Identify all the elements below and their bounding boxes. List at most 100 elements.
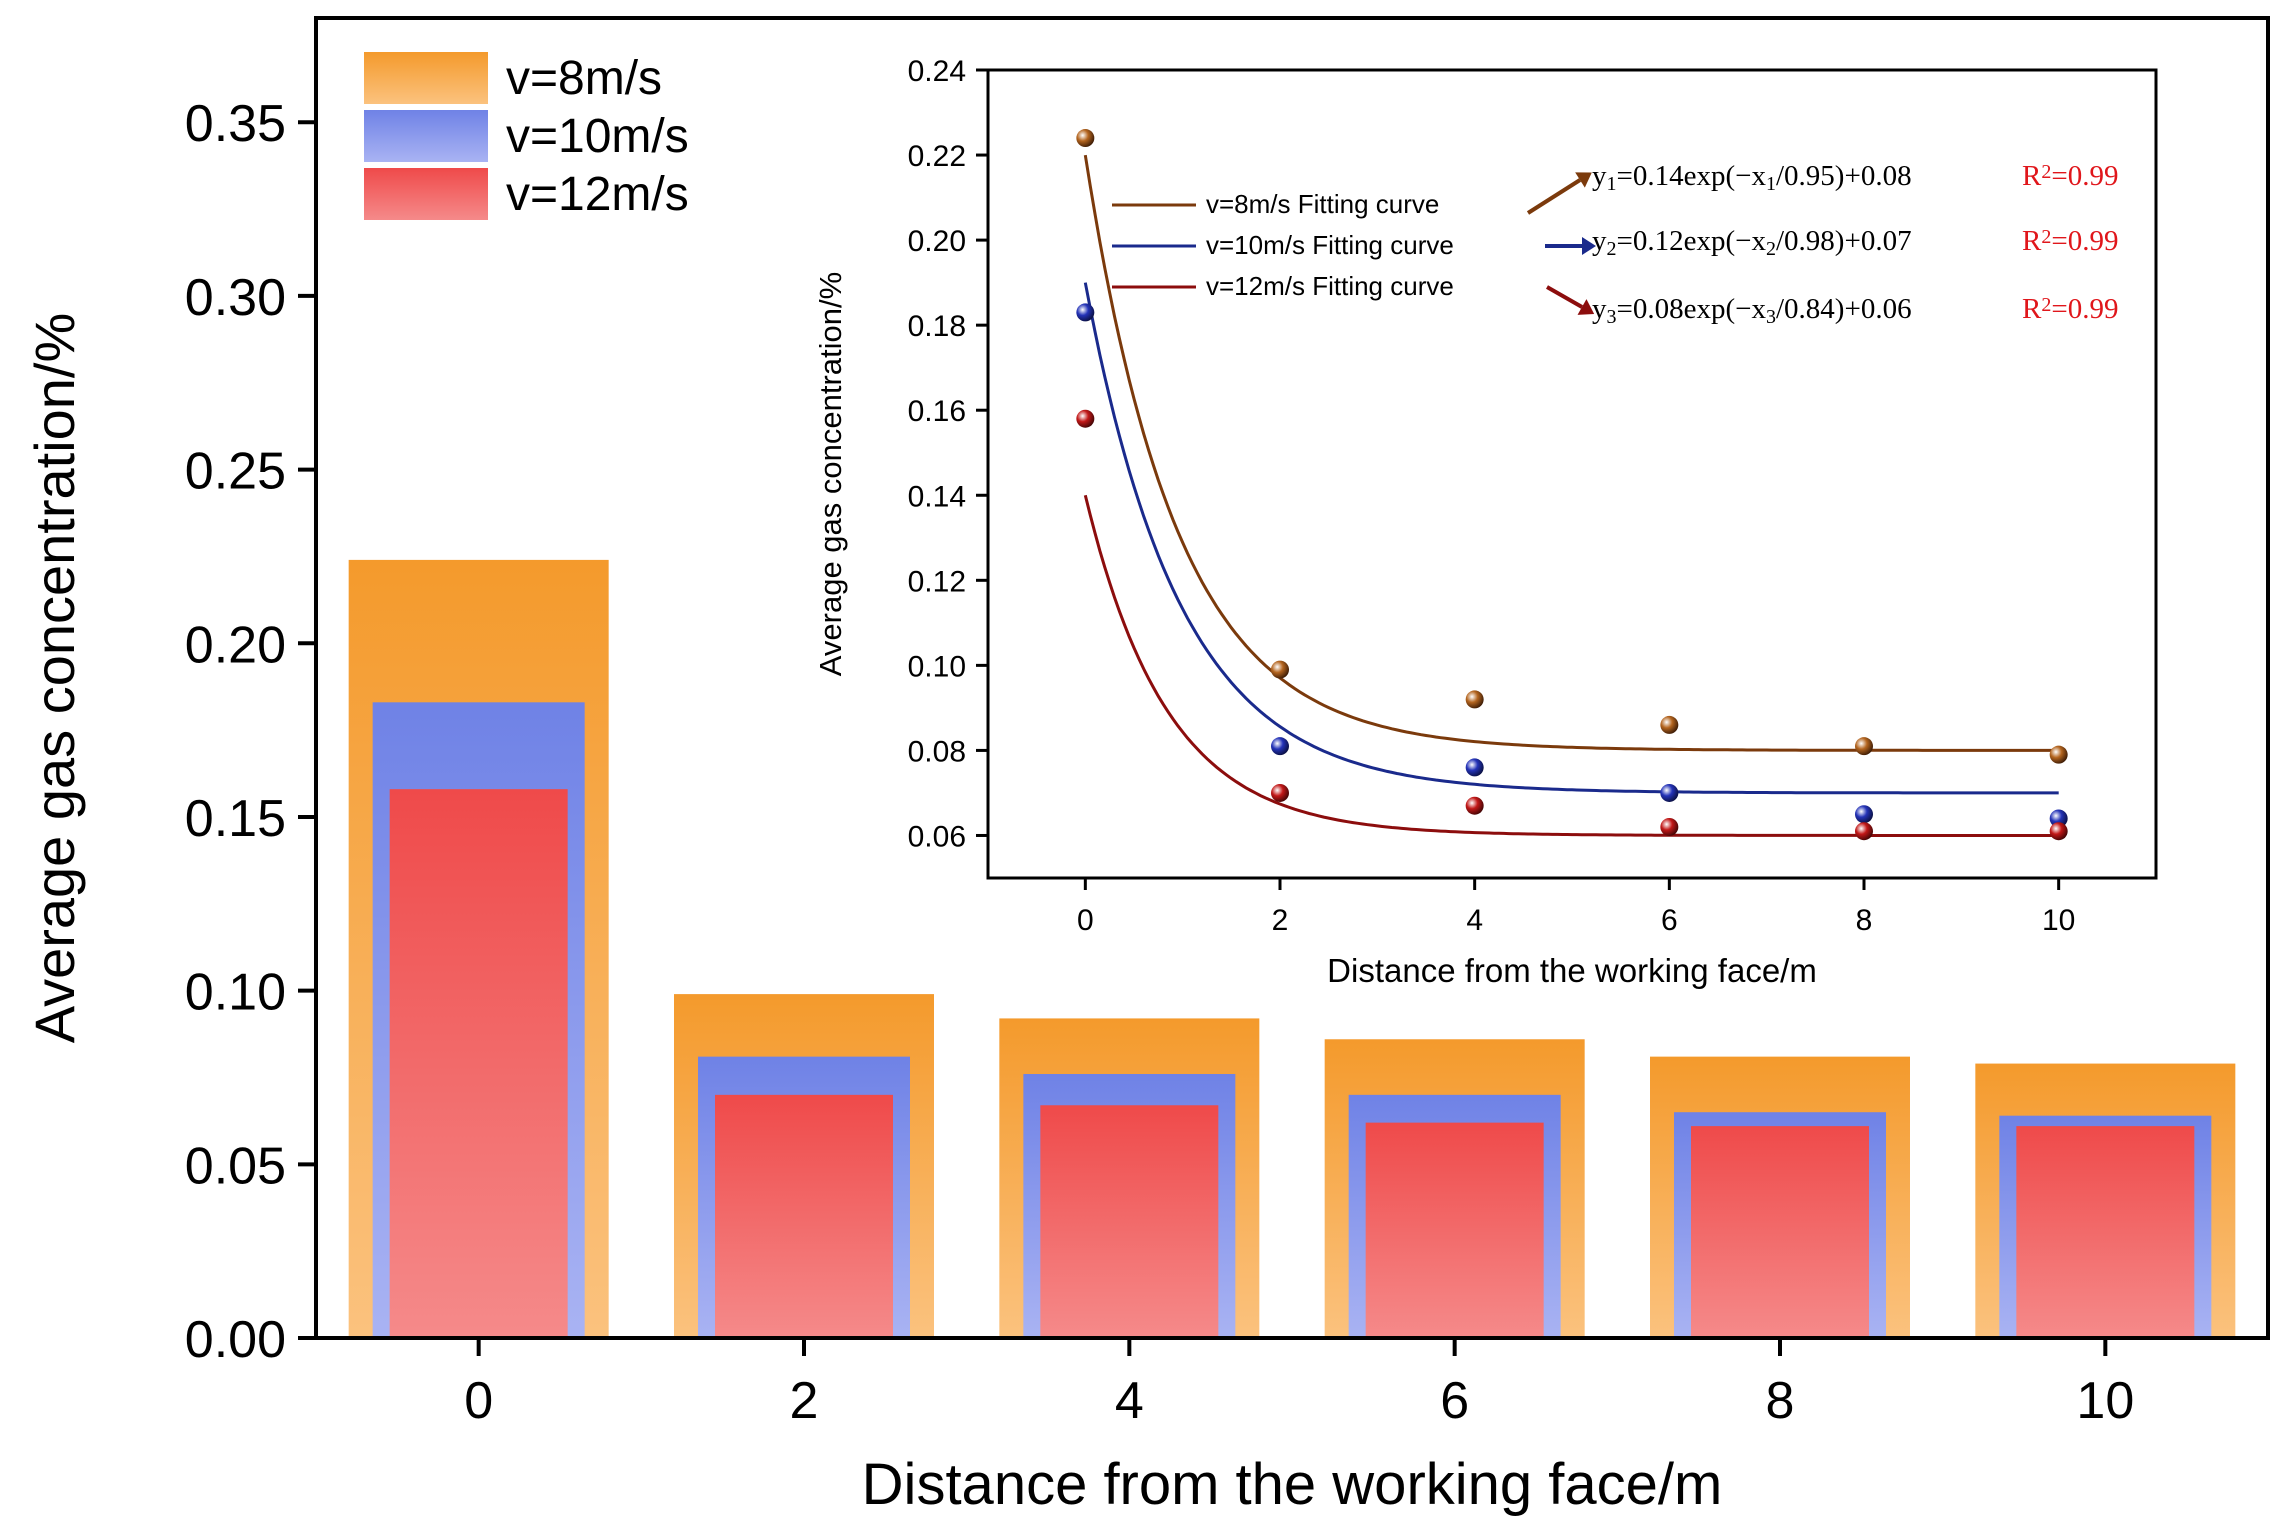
main-x-tick-label: 6 [1440, 1372, 1469, 1430]
point-0-0 [1076, 129, 1095, 148]
inset-legend-arrow-2 [1546, 285, 1583, 309]
bar-v12ms-6 [1365, 1122, 1544, 1338]
inset-legend-arrowhead-1 [1582, 237, 1596, 255]
eq-subscript: 1 [1766, 173, 1776, 195]
main-y-tick-label: 0.30 [185, 269, 286, 327]
main-legend: v=8m/sv=10m/sv=12m/s [364, 52, 689, 221]
eq-part: y [1592, 293, 1607, 325]
point-1-4 [1465, 758, 1484, 777]
point-1-0 [1076, 303, 1095, 322]
inset-y-tick-label: 0.24 [908, 55, 966, 88]
eq-part: =0.12exp(−x [1617, 225, 1767, 257]
main-x-axis: 0 2 4 6 8 10 [464, 1338, 2134, 1430]
legend-swatch-1 [364, 110, 488, 162]
bar-v12ms-0 [389, 789, 568, 1338]
main-bars-group [348, 559, 2236, 1338]
inset-legend-label-1: v=10m/s Fitting curve [1206, 230, 1454, 260]
main-y-axis-label: Average gas concentration/% [23, 313, 86, 1044]
main-y-tick-label: 0.15 [185, 790, 286, 848]
eq-part: y [1592, 160, 1607, 192]
point-0-4 [1465, 690, 1484, 709]
main-y-axis: 0.00 0.05 0.10 0.15 0.20 0.25 0.30 0.35 [185, 95, 316, 1369]
r2-superscript: 2 [2041, 226, 2051, 248]
inset-y-tick-label: 0.10 [908, 650, 966, 683]
inset-fit-equations: y1=0.14exp(−x1/0.95)+0.08 R2=0.99y2=0.12e… [1592, 160, 2118, 328]
eq-part: /0.98)+0.07 [1776, 225, 1912, 257]
point-2-8 [1855, 822, 1873, 841]
inset-x-tick-label: 4 [1466, 904, 1483, 937]
eq-part: =0.08exp(−x [1617, 293, 1767, 325]
inset-x-tick-label: 10 [2042, 904, 2075, 937]
eq-part: /0.95)+0.08 [1776, 160, 1912, 192]
point-2-6 [1660, 817, 1679, 836]
main-y-tick-label: 0.00 [185, 1311, 286, 1369]
point-0-10 [2049, 745, 2068, 764]
main-x-tick-label: 10 [2076, 1372, 2134, 1430]
eq-subscript: 1 [1607, 173, 1617, 195]
r2-symbol: R [2022, 293, 2042, 325]
fit-r2-1: R2=0.99 [2022, 225, 2118, 257]
bar-v12ms-10 [2016, 1126, 2195, 1338]
inset-legend-arrow-0 [1526, 178, 1582, 215]
inset-x-tick-label: 6 [1661, 904, 1678, 937]
inset-legend-label-2: v=12m/s Fitting curve [1206, 271, 1454, 301]
r2-superscript: 2 [2041, 294, 2051, 316]
main-x-tick-label: 8 [1766, 1372, 1795, 1430]
inset-y-tick-label: 0.08 [908, 735, 966, 768]
eq-subscript: 3 [1766, 306, 1776, 328]
point-2-4 [1465, 796, 1484, 815]
inset-fit-curves [1083, 154, 2059, 837]
eq-part: =0.14exp(−x [1617, 160, 1767, 192]
fit-curve-2 [1083, 494, 2059, 837]
point-1-8 [1855, 805, 1873, 824]
r2-value: =0.99 [2051, 160, 2118, 192]
legend-swatch-0 [364, 52, 488, 104]
point-1-10 [2049, 809, 2068, 828]
inset-data-points [1076, 129, 2068, 841]
legend-label-1: v=10m/s [506, 110, 689, 163]
point-0-6 [1660, 715, 1679, 734]
point-2-2 [1271, 783, 1289, 802]
eq-subscript: 3 [1607, 306, 1617, 328]
fit-equation-0: y1=0.14exp(−x1/0.95)+0.08 [1592, 160, 1912, 195]
inset-legend-label-0: v=8m/s Fitting curve [1206, 189, 1439, 219]
inset-x-axis: 0 2 4 6 8 10 [1077, 878, 2075, 937]
main-y-tick-label: 0.10 [185, 964, 286, 1022]
inset-x-tick-label: 8 [1856, 904, 1873, 937]
point-0-2 [1271, 660, 1289, 679]
inset-y-tick-label: 0.16 [908, 395, 966, 428]
r2-value: =0.99 [2051, 293, 2118, 325]
inset-plot-frame [986, 68, 2158, 880]
inset-x-tick-label: 0 [1077, 904, 1094, 937]
inset-y-tick-label: 0.20 [908, 225, 966, 258]
main-x-tick-label: 4 [1115, 1372, 1144, 1430]
inset-x-axis-label: Distance from the working face/m [1327, 952, 1817, 989]
main-bar-chart: 0.000.050.100.150.200.250.300.35 0 2 4 6 8 10… [23, 16, 2270, 1517]
fit-curve-1 [1083, 282, 2059, 795]
inset-chart: 0.06 0.08 0.10 0.12 0.14 0.16 0.18 0.20 0.22 0.24… [813, 55, 2158, 989]
main-x-tick-label: 2 [790, 1372, 819, 1430]
r2-value: =0.99 [2051, 225, 2118, 257]
eq-subscript: 2 [1766, 238, 1776, 260]
inset-background [988, 70, 2156, 878]
inset-y-tick-label: 0.22 [908, 140, 966, 173]
inset-y-tick-label: 0.12 [908, 565, 966, 598]
inset-y-tick-label: 0.18 [908, 310, 966, 343]
main-x-axis-label: Distance from the working face/m [862, 1452, 1723, 1517]
point-1-6 [1660, 783, 1679, 802]
r2-symbol: R [2022, 160, 2042, 192]
main-x-tick-label: 0 [464, 1372, 493, 1430]
inset-legend-arrowhead-0 [1575, 172, 1592, 188]
r2-superscript: 2 [2041, 161, 2051, 183]
eq-part: /0.84)+0.06 [1776, 293, 1912, 325]
fit-r2-2: R2=0.99 [2022, 293, 2118, 325]
main-y-tick-label: 0.35 [185, 95, 286, 153]
r2-symbol: R [2022, 225, 2042, 257]
legend-label-2: v=12m/s [506, 168, 689, 221]
point-2-10 [2049, 822, 2068, 841]
inset-y-axis: 0.06 0.08 0.10 0.12 0.14 0.16 0.18 0.20 0.22 0.24 [908, 55, 988, 853]
eq-subscript: 2 [1607, 238, 1617, 260]
inset-y-tick-label: 0.14 [908, 480, 966, 513]
point-2-0 [1076, 409, 1095, 428]
